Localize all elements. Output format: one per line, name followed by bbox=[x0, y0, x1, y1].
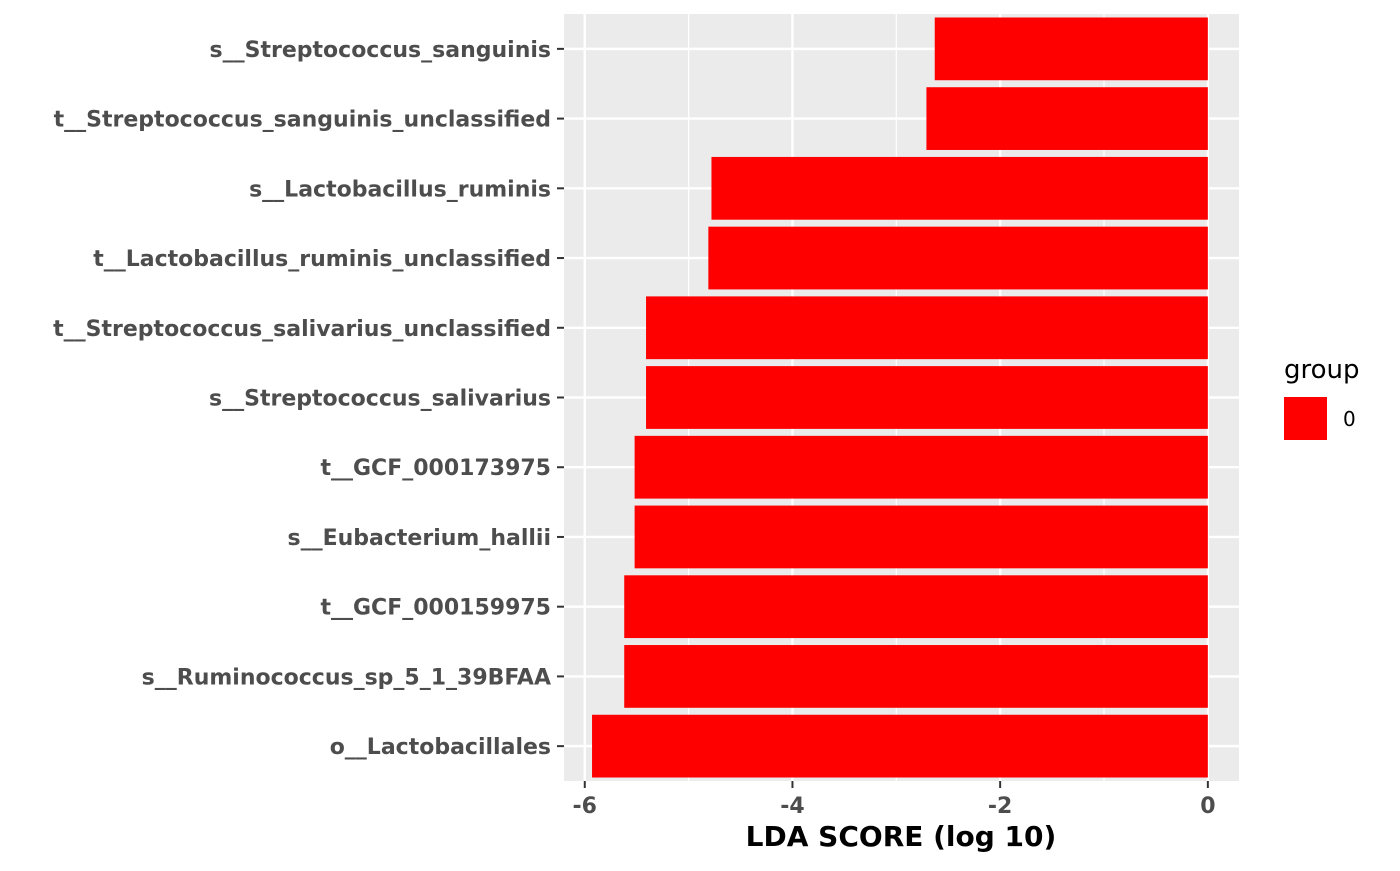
y-tick-label: t__GCF_000159975 bbox=[320, 596, 551, 621]
y-tick-label: s__Ruminococcus_sp_5_1_39BFAA bbox=[142, 665, 551, 690]
legend-title: group bbox=[1284, 355, 1360, 385]
x-axis: -6 -4 -2 0 bbox=[573, 781, 1216, 819]
y-tick-label: t__Lactobacillus_ruminis_unclassified bbox=[93, 247, 551, 272]
bar bbox=[926, 87, 1208, 150]
legend-label: 0 bbox=[1343, 407, 1356, 431]
bar bbox=[646, 366, 1208, 429]
bar bbox=[634, 435, 1208, 499]
bar bbox=[624, 575, 1208, 639]
y-tick-label: s__Streptococcus_sanguinis bbox=[210, 38, 551, 63]
y-tick-label: t__Streptococcus_salivarius_unclassified bbox=[53, 317, 551, 342]
x-tick-label: -2 bbox=[988, 794, 1012, 819]
x-axis-title: LDA SCORE (log 10) bbox=[746, 820, 1057, 853]
legend: group 0 bbox=[1284, 355, 1360, 440]
bar bbox=[624, 645, 1208, 708]
bar bbox=[934, 17, 1208, 81]
y-axis: s__Streptococcus_sanguinis t__Streptococc… bbox=[53, 38, 564, 760]
y-tick-label: s__Eubacterium_hallii bbox=[287, 526, 551, 551]
y-tick-label: s__Streptococcus_salivarius bbox=[209, 387, 551, 412]
y-tick-label: t__Streptococcus_sanguinis_unclassified bbox=[54, 108, 551, 133]
y-tick-label: s__Lactobacillus_ruminis bbox=[249, 177, 551, 202]
legend-key bbox=[1284, 397, 1327, 440]
bar bbox=[646, 296, 1208, 360]
bar bbox=[711, 156, 1208, 220]
x-tick-label: -4 bbox=[780, 794, 804, 819]
bar bbox=[592, 714, 1208, 778]
x-tick-label: 0 bbox=[1200, 794, 1215, 819]
x-tick-label: -6 bbox=[573, 794, 597, 819]
bar bbox=[708, 226, 1208, 290]
y-tick-label: t__GCF_000173975 bbox=[320, 456, 551, 481]
bar bbox=[634, 505, 1208, 569]
bars-layer bbox=[592, 17, 1208, 778]
y-tick-label: o__Lactobacillales bbox=[330, 735, 551, 760]
